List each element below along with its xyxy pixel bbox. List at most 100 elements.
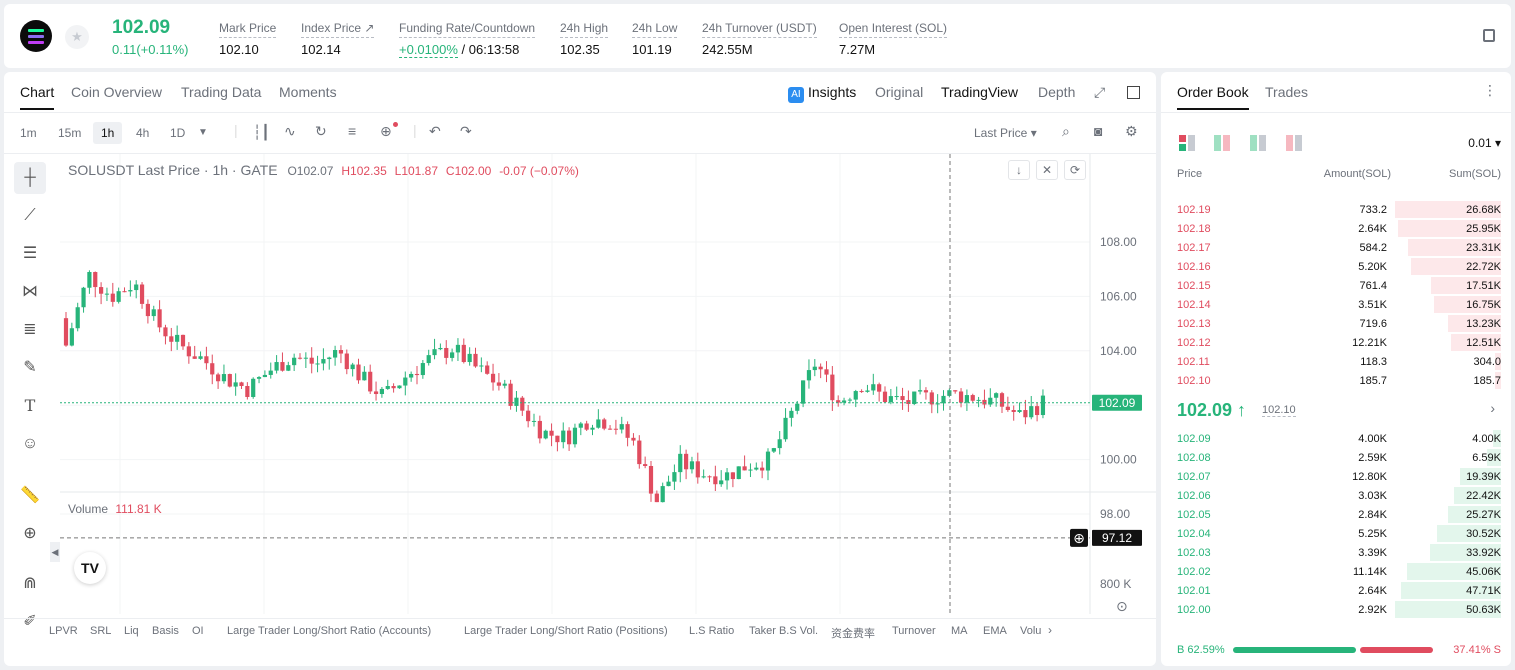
interval-dropdown-icon[interactable]: ▼ (198, 127, 208, 138)
scroll-down-icon[interactable]: ↓ (1008, 160, 1030, 180)
candle (637, 440, 642, 465)
indicator-6[interactable]: Large Trader Long/Short Ratio (Positions… (464, 625, 668, 637)
pattern-icon[interactable]: ⋈ (22, 283, 38, 300)
indicator-1[interactable]: SRL (90, 625, 112, 637)
zoom-in-icon[interactable]: ⊕ (23, 525, 37, 542)
brush-icon[interactable]: ✎ (23, 359, 37, 376)
ask-row[interactable]: 102.15 761.4 17.51K (1161, 276, 1511, 295)
horizontal-lines-icon[interactable]: ☰ (22, 245, 38, 262)
stat-index-price[interactable]: Index Price ↗ 102.14 (301, 21, 375, 57)
bid-row[interactable]: 102.09 4.00K 4.00K (1161, 429, 1511, 448)
pencil-lock-icon[interactable]: ✐ (23, 613, 37, 630)
bid-row[interactable]: 102.05 2.84K 25.27K (1161, 505, 1511, 524)
tab-order-book[interactable]: Order Book (1177, 84, 1249, 110)
indicator-7[interactable]: L.S Ratio (689, 625, 735, 637)
book-both-icon[interactable] (1179, 135, 1195, 151)
ask-row[interactable]: 102.13 719.6 13.23K (1161, 314, 1511, 333)
bid-row[interactable]: 102.02 11.14K 45.06K (1161, 562, 1511, 581)
ask-row[interactable]: 102.18 2.64K 25.95K (1161, 219, 1511, 238)
favorite-star-icon[interactable]: ★ (65, 25, 89, 49)
tab-chart[interactable]: Chart (20, 84, 55, 110)
interval-1d[interactable]: 1D (170, 126, 186, 140)
undo-icon[interactable]: ↶ (429, 123, 441, 139)
indicator-13[interactable]: Volu (1020, 625, 1042, 637)
indicator-10[interactable]: Turnover (892, 625, 936, 637)
magnet-icon[interactable]: ⋒ (23, 575, 37, 592)
candle (789, 410, 794, 418)
candle-type-icon[interactable]: ┆┃ (253, 124, 270, 140)
bid-row[interactable]: 102.08 2.59K 6.59K (1161, 448, 1511, 467)
book-sell-icon[interactable] (1286, 135, 1302, 151)
price-source-select[interactable]: Last Price ▾ (974, 126, 1037, 140)
ask-row[interactable]: 102.14 3.51K 16.75K (1161, 295, 1511, 314)
bid-row[interactable]: 102.00 2.92K 50.63K (1161, 600, 1511, 619)
indicator-5[interactable]: Large Trader Long/Short Ratio (Accounts) (227, 625, 432, 637)
ask-row[interactable]: 102.19 733.2 26.68K (1161, 200, 1511, 219)
interval-1m[interactable]: 1m (20, 126, 37, 140)
fib-icon[interactable]: ≣ (23, 321, 37, 338)
book-bids-icon[interactable] (1214, 135, 1230, 151)
candle (859, 391, 864, 393)
indicator-11[interactable]: MA (951, 625, 968, 637)
window-icon[interactable] (1127, 86, 1140, 99)
bid-row[interactable]: 102.06 3.03K 22.42K (1161, 486, 1511, 505)
book-icon[interactable] (1483, 29, 1495, 42)
collapse-icon[interactable]: ✕ (1036, 160, 1058, 180)
candle (765, 451, 771, 471)
indicator-3[interactable]: Basis (152, 625, 179, 637)
crosshair-icon[interactable]: ┼ (14, 162, 46, 194)
tab-trading-data[interactable]: Trading Data (181, 84, 262, 100)
indicator-9[interactable]: 资金费率 (831, 628, 875, 640)
collapse-toolbar-icon[interactable]: ◀ (50, 542, 60, 562)
add-icon[interactable]: ⊕ (380, 122, 398, 140)
ask-row[interactable]: 102.11 118.3 304.0 (1161, 352, 1511, 371)
book-buy-icon[interactable] (1250, 135, 1266, 151)
trendline-icon[interactable]: ⟋ (24, 207, 36, 224)
chevron-right-icon[interactable]: › (1490, 400, 1495, 416)
ruler-icon[interactable]: 📏 (20, 487, 40, 504)
indicators-icon[interactable]: ∿ (284, 123, 296, 139)
bid-row[interactable]: 102.01 2.64K 47.71K (1161, 581, 1511, 600)
refresh-icon[interactable]: ⟳ (1064, 160, 1086, 180)
text-tool-icon[interactable]: T (24, 396, 36, 415)
more-menu-icon[interactable]: ⋮ (1483, 82, 1497, 98)
candle (619, 424, 624, 430)
indicator-8[interactable]: Taker B.S Vol. (749, 625, 819, 637)
view-depth[interactable]: Depth (1038, 84, 1076, 100)
camera-icon[interactable]: ◙ (1094, 123, 1103, 139)
candle (157, 309, 162, 328)
tab-trades[interactable]: Trades (1265, 84, 1309, 100)
compare-icon[interactable]: ↻ (315, 123, 327, 139)
ask-row[interactable]: 102.12 12.21K 12.51K (1161, 333, 1511, 352)
indicator-12[interactable]: EMA (983, 625, 1007, 637)
tab-moments[interactable]: Moments (279, 84, 337, 100)
emoji-icon[interactable]: ☺ (21, 435, 39, 452)
depth-bar (1395, 201, 1501, 218)
indicator-2[interactable]: Liq (124, 625, 139, 637)
view-original[interactable]: Original (875, 84, 924, 100)
view-tradingview[interactable]: TradingView (941, 84, 1019, 100)
expand-icon[interactable]: ⤢ (1094, 84, 1106, 100)
ask-row[interactable]: 102.10 185.7 185.7 (1161, 371, 1511, 390)
ask-row[interactable]: 102.17 584.2 23.31K (1161, 238, 1511, 257)
chart-settings-icon[interactable]: ⊙ (1116, 598, 1128, 614)
bid-row[interactable]: 102.07 12.80K 19.39K (1161, 467, 1511, 486)
interval-15m[interactable]: 15m (58, 126, 82, 140)
tick-size-select[interactable]: 0.01 ▾ (1468, 136, 1501, 150)
bid-row[interactable]: 102.04 5.25K 30.52K (1161, 524, 1511, 543)
ask-row[interactable]: 102.16 5.20K 22.72K (1161, 257, 1511, 276)
redo-icon[interactable]: ↷ (460, 123, 472, 139)
indicator-4[interactable]: OI (192, 625, 204, 637)
indicator-0[interactable]: LPVR (49, 625, 78, 637)
tab-coin-overview[interactable]: Coin Overview (71, 84, 163, 100)
bid-row[interactable]: 102.03 3.39K 33.92K (1161, 543, 1511, 562)
indicator-scroll-right-icon[interactable]: › (1048, 623, 1052, 637)
templates-icon[interactable]: ≡ (348, 123, 357, 139)
interval-1h[interactable]: 1h (93, 122, 123, 144)
settings-gear-icon[interactable]: ⚙ (1125, 123, 1138, 139)
search-icon[interactable]: ⌕ (1062, 123, 1070, 139)
insights-button[interactable]: AI Insights (788, 84, 856, 103)
interval-4h[interactable]: 4h (136, 126, 150, 140)
candle (438, 347, 443, 350)
